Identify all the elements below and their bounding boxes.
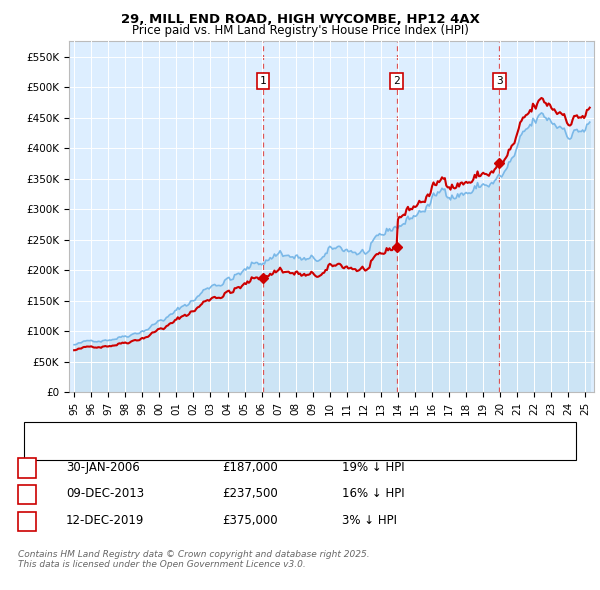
Text: HPI: Average price, semi-detached house, Buckinghamshire: HPI: Average price, semi-detached house,… bbox=[63, 445, 375, 454]
Text: £375,000: £375,000 bbox=[222, 514, 278, 527]
Text: 09-DEC-2013: 09-DEC-2013 bbox=[66, 487, 144, 500]
Text: 19% ↓ HPI: 19% ↓ HPI bbox=[342, 461, 404, 474]
Text: 3: 3 bbox=[496, 76, 503, 86]
Text: 29, MILL END ROAD, HIGH WYCOMBE, HP12 4AX (semi-detached house): 29, MILL END ROAD, HIGH WYCOMBE, HP12 4A… bbox=[63, 428, 437, 437]
Text: 3: 3 bbox=[23, 514, 31, 527]
Text: 29, MILL END ROAD, HIGH WYCOMBE, HP12 4AX: 29, MILL END ROAD, HIGH WYCOMBE, HP12 4A… bbox=[121, 13, 479, 26]
Text: 12-DEC-2019: 12-DEC-2019 bbox=[66, 514, 145, 527]
Text: 2: 2 bbox=[23, 487, 31, 500]
Text: £187,000: £187,000 bbox=[222, 461, 278, 474]
Text: 2: 2 bbox=[393, 76, 400, 86]
Text: 1: 1 bbox=[23, 461, 31, 474]
Text: £237,500: £237,500 bbox=[222, 487, 278, 500]
Text: 1: 1 bbox=[260, 76, 266, 86]
Text: 30-JAN-2006: 30-JAN-2006 bbox=[66, 461, 140, 474]
Text: 16% ↓ HPI: 16% ↓ HPI bbox=[342, 487, 404, 500]
Text: 3% ↓ HPI: 3% ↓ HPI bbox=[342, 514, 397, 527]
Text: Price paid vs. HM Land Registry's House Price Index (HPI): Price paid vs. HM Land Registry's House … bbox=[131, 24, 469, 37]
Text: Contains HM Land Registry data © Crown copyright and database right 2025.
This d: Contains HM Land Registry data © Crown c… bbox=[18, 550, 370, 569]
